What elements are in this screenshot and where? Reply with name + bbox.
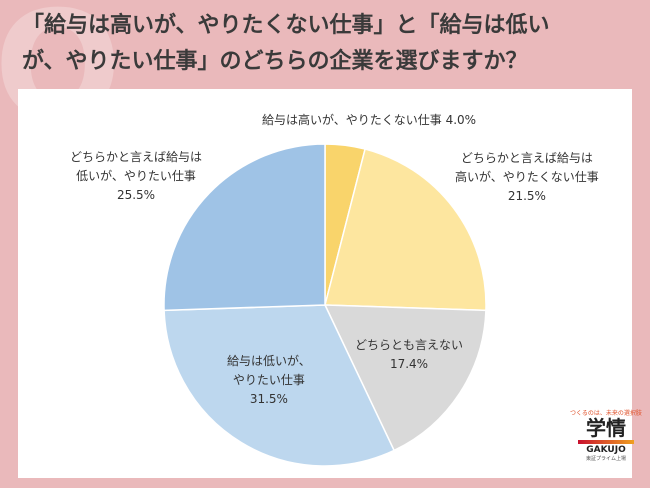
label-slice-4: どちらかと言えば給与は 低いが、やりたい仕事 25.5% — [70, 148, 202, 205]
label-text: やりたい仕事 — [232, 373, 305, 387]
logo-en: GAKUJO — [586, 445, 626, 455]
label-slice-3: 給与は低いが、 やりたい仕事 31.5% — [227, 352, 311, 409]
pie-slice-4 — [163, 143, 326, 312]
label-text: 高いが、やりたくない仕事 — [455, 170, 599, 184]
logo-bar — [578, 440, 634, 444]
label-text: どちらかと言えば給与は — [70, 150, 203, 164]
label-text: 給与は低いが、 — [227, 354, 311, 368]
label-text: 給与は高いが、やりたくない仕事 4.0% — [262, 113, 477, 127]
label-text: どちらかと言えば給与は — [460, 151, 593, 165]
title-line-1: 「給与は高いが、やりたくない仕事」と「給与は低い — [22, 13, 550, 38]
label-slice-2: どちらとも言えない 17.4% — [355, 336, 463, 374]
logo-name: 学情 — [586, 416, 626, 440]
pie-slice-1 — [324, 148, 487, 312]
label-value: 17.4% — [389, 357, 429, 371]
gakujo-logo: つくるのは、未来の選択肢 学情 GAKUJO 東証プライム上場 — [568, 408, 644, 462]
logo-sub: 東証プライム上場 — [586, 456, 626, 462]
title-line-2: が、やりたい仕事」のどちらの企業を選びますか？ — [22, 49, 528, 74]
label-slice-0: 給与は高いが、やりたくない仕事 4.0% — [262, 111, 476, 130]
pie-slice-3 — [163, 304, 396, 467]
label-text: 低いが、やりたい仕事 — [76, 169, 196, 183]
label-slice-1: どちらかと言えば給与は 高いが、やりたくない仕事 21.5% — [455, 149, 599, 206]
label-value: 25.5% — [116, 188, 156, 202]
page-title: 「給与は高いが、やりたくない仕事」と「給与は低い が、やりたい仕事」のどちらの企… — [22, 8, 642, 80]
label-text: どちらとも言えない — [355, 338, 464, 352]
pie-slice-2 — [323, 304, 487, 452]
label-value: 31.5% — [249, 392, 288, 406]
logo-tagline: つくるのは、未来の選択肢 — [570, 410, 642, 417]
label-value: 21.5% — [507, 189, 546, 203]
